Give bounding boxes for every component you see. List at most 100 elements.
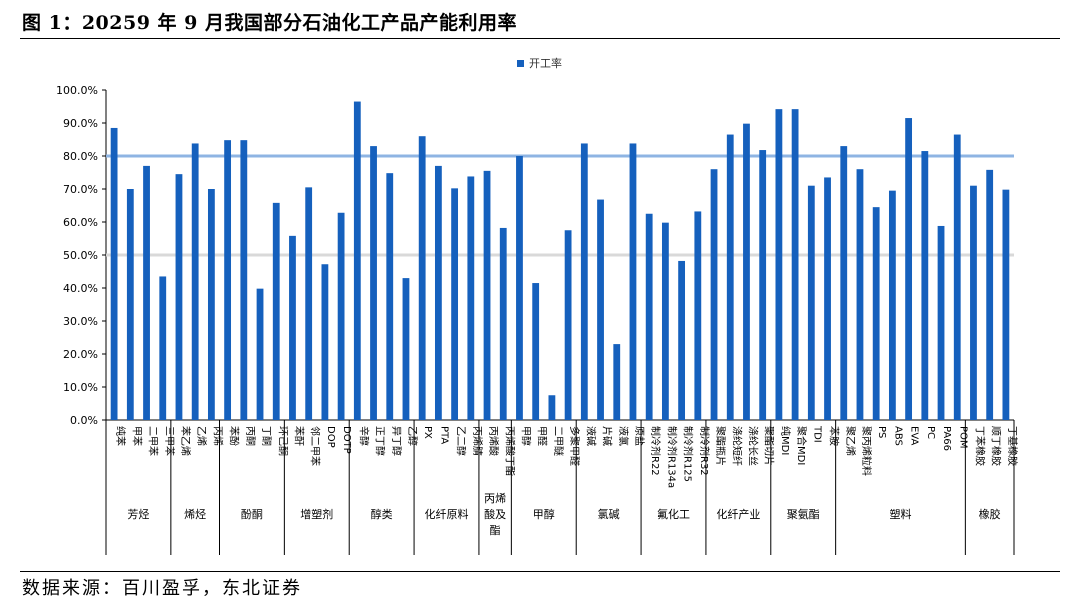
item-label: 甲醇 bbox=[519, 426, 532, 446]
item-label: 三甲苯 bbox=[163, 426, 176, 456]
item-label: PX bbox=[422, 426, 433, 439]
item-label: 制冷剂R22 bbox=[649, 426, 662, 476]
item-label: 原盐 bbox=[633, 426, 646, 446]
bar bbox=[321, 264, 329, 420]
bar bbox=[337, 212, 345, 420]
bar bbox=[921, 151, 929, 421]
item-label: ABS bbox=[892, 426, 903, 446]
bar bbox=[548, 395, 556, 420]
item-label: 丙烯酸 bbox=[487, 426, 500, 456]
item-label: EVA bbox=[909, 426, 920, 446]
bar bbox=[986, 169, 994, 420]
bar bbox=[467, 176, 475, 420]
title-rule bbox=[20, 38, 1060, 39]
bar bbox=[175, 174, 183, 420]
item-label: 丙烯酸丁酯 bbox=[503, 426, 516, 476]
utilization-bar-chart: 开工率 0.0% 10.0% 20.0% 30.0% 40.0% 50.0% 60.0% 70.… bbox=[56, 56, 1019, 555]
item-label: 甲苯 bbox=[130, 426, 143, 446]
bar bbox=[305, 187, 313, 420]
source-note: 数据来源：百川盈孚，东北证券 bbox=[22, 578, 302, 599]
y-tick-label: 0.0% bbox=[70, 414, 98, 427]
bar bbox=[856, 169, 864, 420]
group-label: 化纤原料 bbox=[425, 507, 469, 521]
item-label: 纯苯 bbox=[114, 426, 127, 446]
group-label: 酚酮 bbox=[241, 507, 263, 521]
bar bbox=[126, 189, 134, 420]
item-label: 聚丙烯粒料 bbox=[860, 426, 873, 476]
item-label: 乙醇 bbox=[406, 426, 419, 446]
bar bbox=[256, 288, 264, 420]
bar bbox=[726, 134, 734, 421]
footer-rule bbox=[20, 571, 1060, 572]
legend-label: 开工率 bbox=[529, 56, 562, 70]
y-tick-label: 80.0% bbox=[63, 150, 98, 163]
item-label: 丁苯橡胶 bbox=[973, 426, 986, 466]
bar bbox=[532, 283, 540, 420]
item-label: 邻二甲苯 bbox=[309, 426, 322, 466]
item-label: 顺丁橡胶 bbox=[990, 426, 1003, 466]
bar bbox=[191, 143, 199, 420]
group-label: 化纤产业 bbox=[716, 507, 760, 521]
group-label: 芳烃 bbox=[127, 507, 149, 521]
legend-swatch bbox=[517, 60, 524, 67]
bar bbox=[272, 202, 280, 420]
item-label: 制冷剂R134a bbox=[665, 426, 678, 488]
item-label: 二甲醚 bbox=[552, 426, 565, 456]
item-label: 多聚甲醛 bbox=[568, 426, 581, 466]
bar bbox=[386, 173, 394, 420]
item-label: 苯酐 bbox=[292, 426, 305, 446]
bar bbox=[888, 190, 896, 420]
item-label: 甲醛 bbox=[536, 426, 549, 446]
group-label: 醇类 bbox=[371, 507, 393, 521]
group-label: 氯碱 bbox=[598, 507, 620, 521]
bar bbox=[645, 213, 653, 420]
bar bbox=[499, 227, 507, 420]
y-tick-label: 100.0% bbox=[56, 84, 98, 97]
bar bbox=[840, 146, 848, 420]
item-label: 苯胺 bbox=[828, 426, 841, 446]
bar bbox=[775, 109, 783, 420]
bar bbox=[207, 189, 215, 420]
bar bbox=[970, 185, 977, 420]
bar bbox=[937, 225, 945, 420]
item-label: 苯酚 bbox=[228, 426, 241, 446]
bar bbox=[905, 118, 913, 421]
item-label: DOP bbox=[325, 426, 336, 448]
group-label: 聚氨酯 bbox=[787, 508, 820, 521]
bar bbox=[678, 260, 686, 420]
item-label: 异丁醇 bbox=[390, 426, 403, 456]
item-label: 液氯 bbox=[617, 426, 630, 446]
figure-title: 图 1：20259 年 9 月我国部分石油化工产品产能利用率 bbox=[22, 12, 518, 34]
bar bbox=[418, 136, 426, 420]
y-tick-label: 60.0% bbox=[63, 216, 98, 229]
y-tick-label: 10.0% bbox=[63, 381, 98, 394]
bar bbox=[791, 109, 799, 420]
item-label: 丁基橡胶 bbox=[1006, 426, 1019, 466]
bar bbox=[159, 276, 167, 420]
item-label: 涤纶长丝 bbox=[746, 426, 759, 466]
y-tick-label: 20.0% bbox=[63, 348, 98, 361]
y-tick-label: 90.0% bbox=[63, 117, 98, 130]
bar bbox=[580, 143, 588, 420]
group-label: 甲醇 bbox=[533, 507, 555, 521]
item-label: 片碱 bbox=[601, 426, 614, 446]
bar bbox=[629, 143, 637, 420]
item-label: 丙烯 bbox=[211, 426, 224, 446]
bar bbox=[289, 235, 296, 420]
item-label: 正丁醇 bbox=[374, 426, 387, 456]
item-label: 丙酮 bbox=[244, 426, 256, 446]
bar bbox=[953, 134, 961, 421]
item-label: 液碱 bbox=[584, 426, 597, 446]
y-tick-label: 70.0% bbox=[63, 183, 98, 196]
item-label: 聚酯瓶片 bbox=[714, 426, 727, 466]
bar bbox=[483, 170, 491, 420]
item-label: 制冷剂R32 bbox=[698, 426, 711, 476]
item-label: 环己酮 bbox=[276, 426, 288, 456]
y-tick-label: 40.0% bbox=[63, 282, 98, 295]
bar bbox=[743, 123, 750, 420]
item-label: 二甲苯 bbox=[147, 426, 160, 456]
item-label: 聚乙烯 bbox=[844, 426, 857, 456]
bar bbox=[516, 156, 523, 420]
bar bbox=[434, 165, 442, 420]
bar bbox=[694, 211, 702, 420]
